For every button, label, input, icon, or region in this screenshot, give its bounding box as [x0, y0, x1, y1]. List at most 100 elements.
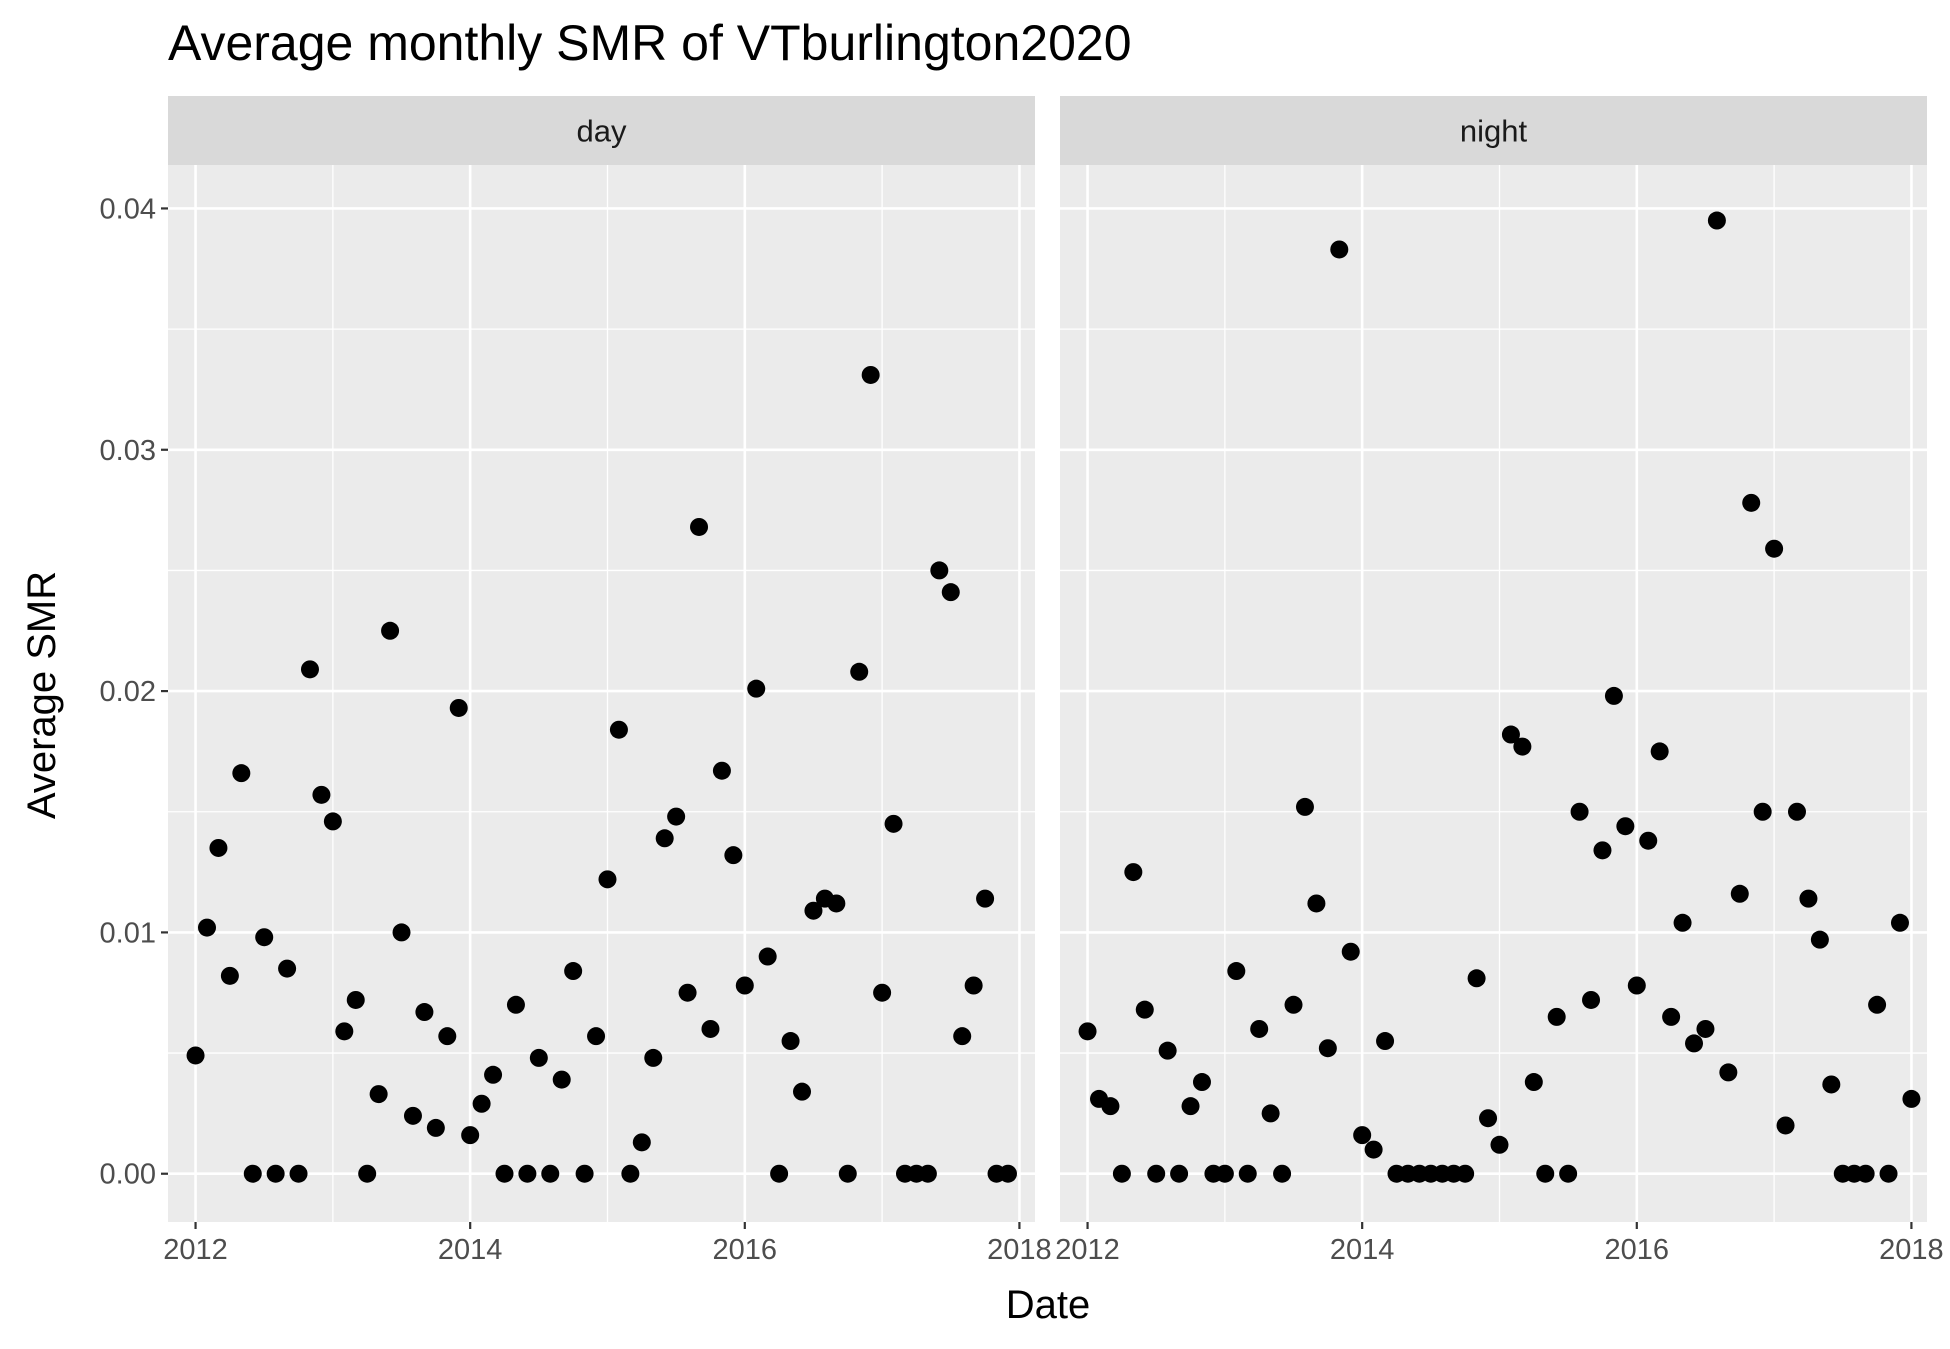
data-point-day	[861, 365, 880, 384]
data-point-night	[1719, 1063, 1738, 1082]
data-point-night	[1616, 817, 1635, 836]
data-point-night	[1650, 742, 1669, 761]
data-point-night	[1479, 1109, 1498, 1128]
y-axis-title: Average SMR	[20, 571, 64, 819]
data-point-day	[300, 660, 319, 679]
x-tick-label: 2018	[987, 1234, 1052, 1266]
facet-panels: day 2012 2014 2016 2018 night 2012 2014 2016 2018…	[100, 96, 1944, 1266]
data-point-night	[1215, 1164, 1234, 1183]
data-point-day	[678, 983, 697, 1002]
data-point-day	[781, 1032, 800, 1051]
data-point-night	[1547, 1007, 1566, 1026]
data-point-night	[1776, 1116, 1795, 1135]
data-point-night	[1250, 1019, 1269, 1038]
data-point-night	[1524, 1073, 1543, 1092]
data-point-night	[1456, 1164, 1475, 1183]
data-point-day	[243, 1164, 262, 1183]
data-point-night	[1685, 1034, 1704, 1053]
data-point-night	[1227, 962, 1246, 981]
data-point-day	[655, 829, 674, 848]
data-point-night	[1627, 976, 1646, 995]
data-point-day	[495, 1164, 514, 1183]
x-tick-label: 2014	[438, 1234, 503, 1266]
data-point-day	[381, 621, 400, 640]
data-point-night	[1696, 1019, 1715, 1038]
data-point-day	[289, 1164, 308, 1183]
y-tick-label: 0.00	[100, 1159, 156, 1191]
data-point-day	[724, 846, 743, 865]
data-point-day	[850, 662, 869, 681]
data-point-day	[323, 812, 342, 831]
y-tick-label: 0.04	[100, 193, 156, 225]
data-point-day	[998, 1164, 1017, 1183]
y-tick-label: 0.03	[100, 435, 156, 467]
data-point-day	[976, 889, 995, 908]
data-point-day	[575, 1164, 594, 1183]
data-point-night	[1112, 1164, 1131, 1183]
data-point-day	[930, 561, 949, 580]
data-point-day	[964, 976, 983, 995]
data-point-day	[255, 928, 274, 947]
data-point-day	[426, 1118, 445, 1137]
data-point-night	[1238, 1164, 1257, 1183]
data-point-night	[1353, 1126, 1372, 1145]
x-tick-label: 2016	[713, 1234, 778, 1266]
data-point-day	[186, 1046, 205, 1065]
y-tick-label: 0.02	[100, 676, 156, 708]
x-tick-label: 2016	[1605, 1234, 1670, 1266]
x-axis-title: Date	[1006, 1283, 1091, 1327]
data-point-night	[1902, 1089, 1921, 1108]
data-point-night	[1170, 1164, 1189, 1183]
data-point-night	[1810, 930, 1829, 949]
data-point-day	[358, 1164, 377, 1183]
data-point-day	[564, 962, 583, 981]
data-point-day	[232, 764, 251, 783]
data-point-day	[632, 1133, 651, 1152]
data-point-day	[712, 761, 731, 780]
panel-background-night	[1060, 165, 1927, 1222]
data-point-night	[1673, 913, 1692, 932]
data-point-night	[1101, 1097, 1120, 1116]
data-point-day	[941, 583, 960, 602]
data-point-night	[1662, 1007, 1681, 1026]
data-point-night	[1261, 1104, 1280, 1123]
data-point-night	[1730, 884, 1749, 903]
data-point-day	[541, 1164, 560, 1183]
data-point-night	[1868, 995, 1887, 1014]
chart-title: Average monthly SMR of VTburlington2020	[168, 15, 1132, 71]
data-point-night	[1376, 1032, 1395, 1051]
data-point-day	[918, 1164, 937, 1183]
data-point-day	[758, 947, 777, 966]
data-point-night	[1135, 1000, 1154, 1019]
data-point-day	[484, 1065, 503, 1084]
data-point-night	[1536, 1164, 1555, 1183]
x-tick-label: 2018	[1879, 1234, 1944, 1266]
data-point-day	[884, 814, 903, 833]
data-point-night	[1799, 889, 1818, 908]
data-point-night	[1639, 831, 1658, 850]
data-point-day	[392, 923, 411, 942]
data-point-day	[873, 983, 892, 1002]
data-point-day	[346, 990, 365, 1009]
data-point-day	[690, 517, 709, 536]
data-point-day	[335, 1022, 354, 1041]
strip-night	[1060, 96, 1927, 165]
data-point-night	[1890, 913, 1909, 932]
data-point-day	[438, 1027, 457, 1046]
data-point-night	[1787, 802, 1806, 821]
data-point-day	[415, 1003, 434, 1022]
data-point-day	[278, 959, 297, 978]
data-point-day	[461, 1126, 480, 1145]
data-point-night	[1273, 1164, 1292, 1183]
x-tick-label: 2014	[1330, 1234, 1395, 1266]
data-point-night	[1559, 1164, 1578, 1183]
data-point-night	[1467, 969, 1486, 988]
data-point-night	[1593, 841, 1612, 860]
data-point-day	[804, 901, 823, 920]
data-point-day	[220, 966, 239, 985]
data-point-day	[197, 918, 216, 937]
data-point-night	[1513, 737, 1532, 756]
data-point-day	[609, 720, 628, 739]
strip-label-day: day	[577, 114, 627, 149]
